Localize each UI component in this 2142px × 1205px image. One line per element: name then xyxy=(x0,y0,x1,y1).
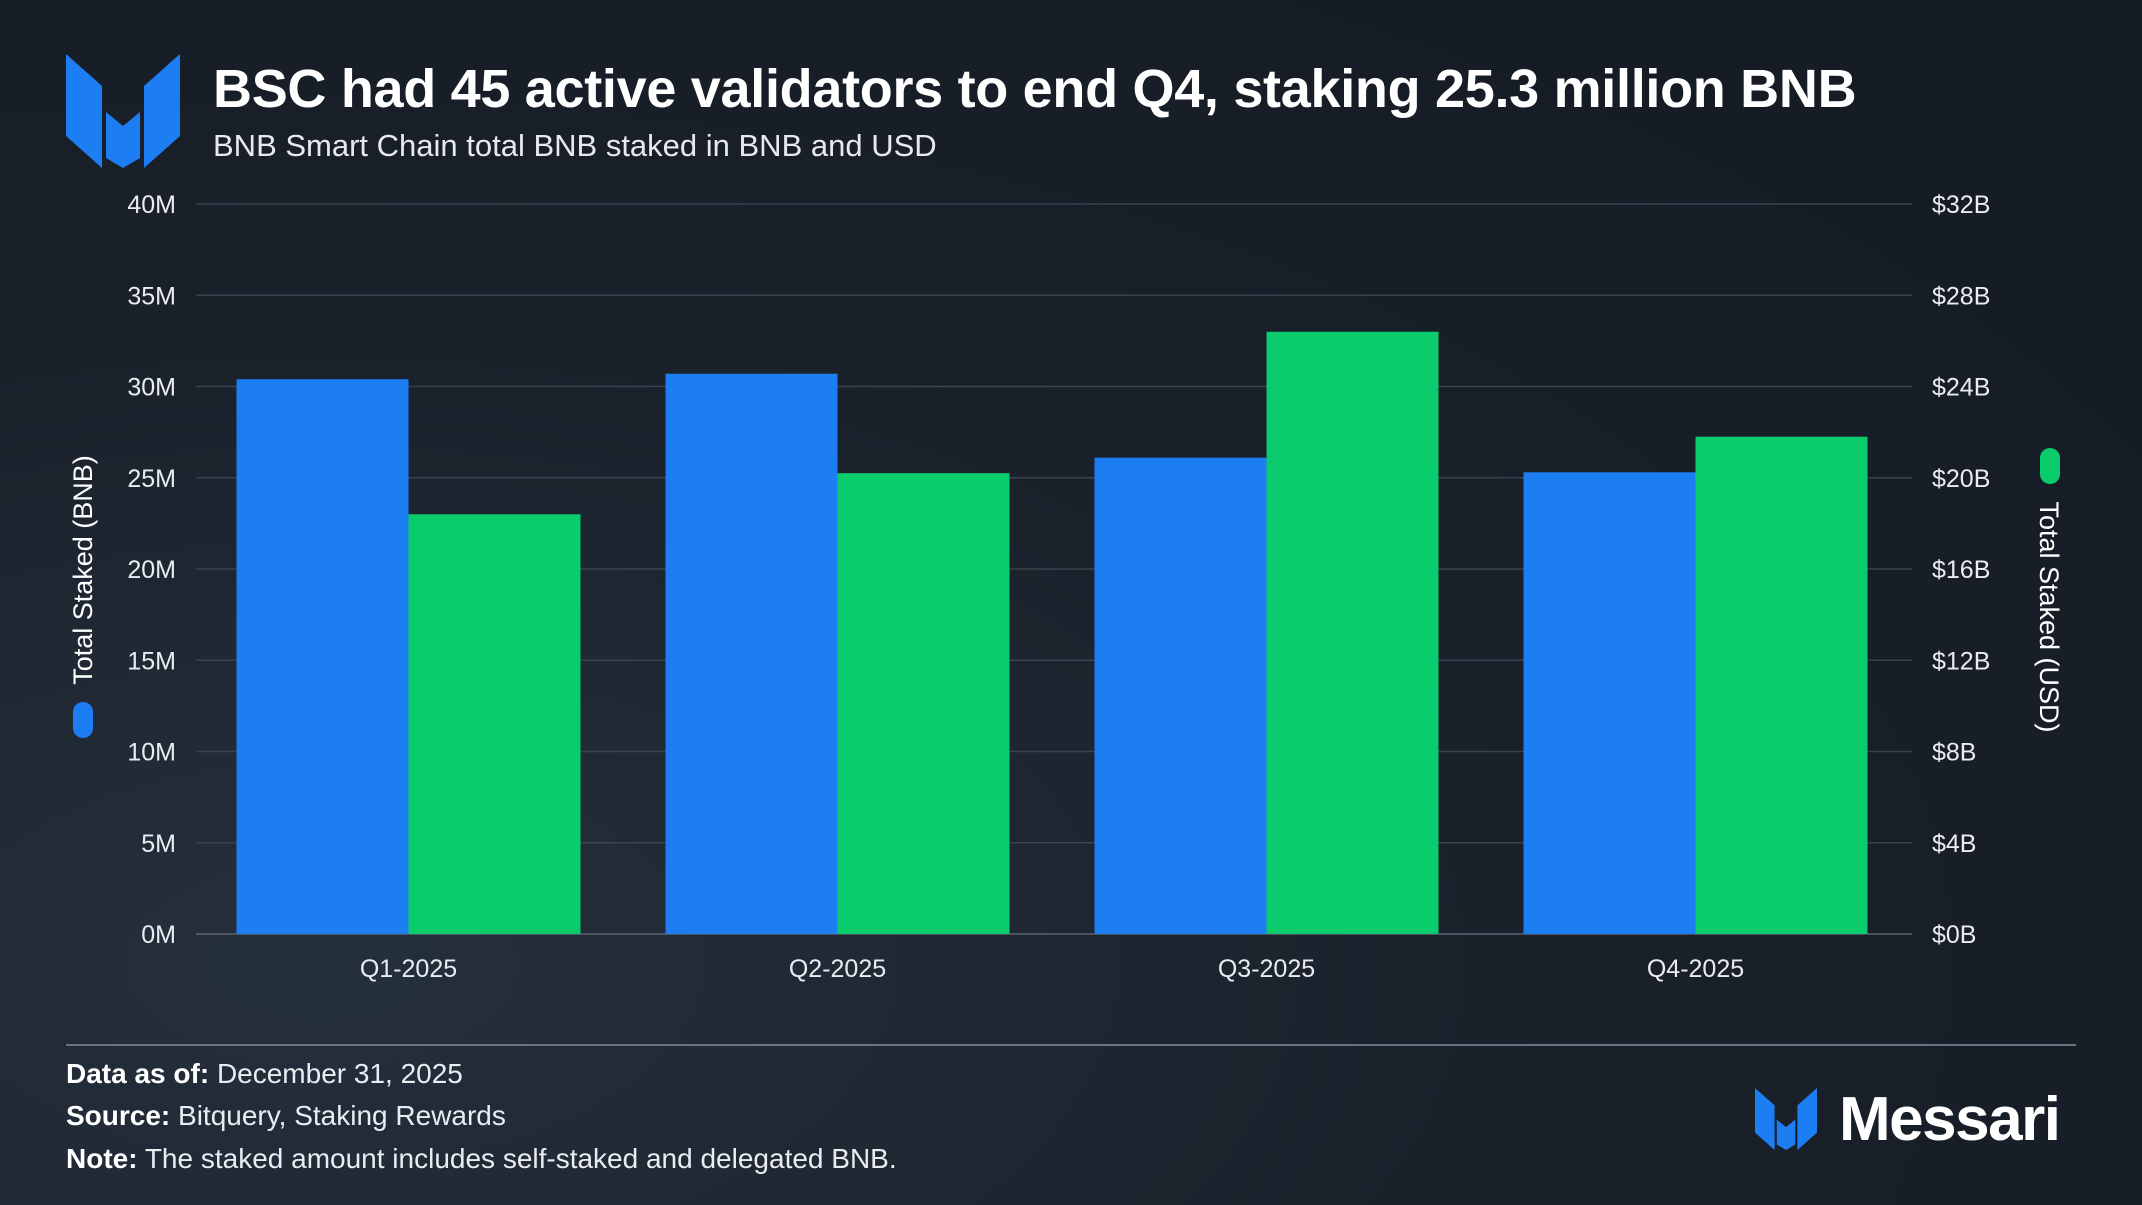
bar-usd xyxy=(408,514,581,934)
y-right-tick-label: $20B xyxy=(1932,465,1990,493)
messari-logo-icon xyxy=(66,54,180,168)
footer-source: Source: Bitquery, Staking Rewards xyxy=(66,1100,506,1132)
bar-bnb xyxy=(665,373,838,935)
bar-bnb xyxy=(236,379,409,934)
y-left-axis-title: Total Staked (BNB) xyxy=(68,455,98,685)
messari-brand-icon xyxy=(1755,1088,1817,1150)
note-label: Note: xyxy=(66,1143,138,1174)
y-right-tick-label: $16B xyxy=(1932,556,1990,584)
y-right-tick-label: $12B xyxy=(1932,647,1990,675)
footer-data-as-of: Data as of: December 31, 2025 xyxy=(66,1058,463,1090)
chart-title: BSC had 45 active validators to end Q4, … xyxy=(213,59,1857,119)
y-left-tick-label: 30M xyxy=(127,374,176,402)
source-label: Source: xyxy=(66,1100,171,1131)
x-tick-label: Q2-2025 xyxy=(789,955,886,983)
y-left-tick-label: 5M xyxy=(141,830,176,858)
y-left-tick-label: 40M xyxy=(127,191,176,219)
y-left-tick-label: 20M xyxy=(127,556,176,584)
chart-subtitle: BNB Smart Chain total BNB staked in BNB … xyxy=(213,128,937,163)
bar-usd xyxy=(1695,436,1868,934)
footer-divider xyxy=(66,1044,2076,1046)
legend-swatch-bnb xyxy=(73,702,93,738)
y-right-axis-title: Total Staked (USD) xyxy=(2034,501,2064,732)
footer-note: Note: The staked amount includes self-st… xyxy=(66,1143,897,1175)
y-left-tick-label: 35M xyxy=(127,282,176,310)
bar-chart: 0M 5M 10M 15M 20M 25M 30M 35M 40M $0B $4B $8B $12B $1… xyxy=(68,191,2064,983)
y-right-tick-label: $0B xyxy=(1932,921,1976,949)
source-value: Bitquery, Staking Rewards xyxy=(178,1100,506,1131)
y-right-tick-label: $8B xyxy=(1932,739,1976,767)
y-left-tick-label: 25M xyxy=(127,465,176,493)
legend-swatch-usd xyxy=(2040,448,2060,484)
data-as-of-label: Data as of: xyxy=(66,1058,210,1089)
y-right-tick-label: $24B xyxy=(1932,374,1990,402)
bar-bnb xyxy=(1523,472,1696,934)
y-right-tick-label: $32B xyxy=(1932,191,1990,219)
x-tick-label: Q4-2025 xyxy=(1647,955,1744,983)
messari-brand: Messari xyxy=(1753,1085,2061,1154)
bar-usd xyxy=(1266,331,1439,934)
note-value: The staked amount includes self-staked a… xyxy=(144,1143,897,1174)
x-tick-label: Q3-2025 xyxy=(1218,955,1315,983)
y-left-tick-label: 15M xyxy=(127,647,176,675)
x-tick-label: Q1-2025 xyxy=(360,955,457,983)
data-as-of-value: December 31, 2025 xyxy=(216,1058,463,1089)
y-left-tick-label: 10M xyxy=(127,739,176,767)
brand-name: Messari xyxy=(1839,1084,2061,1154)
y-right-tick-label: $28B xyxy=(1932,282,1990,310)
y-left-tick-label: 0M xyxy=(141,921,176,949)
y-right-tick-label: $4B xyxy=(1932,830,1976,858)
bar-usd xyxy=(837,473,1010,934)
bar-bnb xyxy=(1094,457,1267,934)
